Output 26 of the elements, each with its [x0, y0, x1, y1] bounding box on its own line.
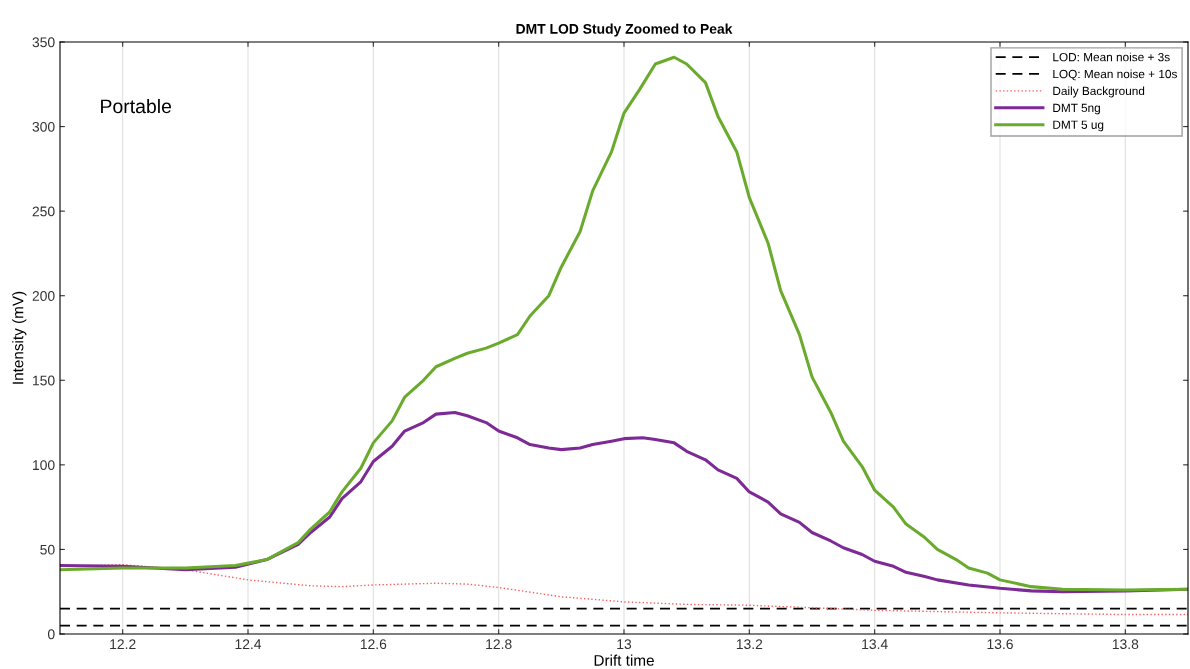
y-tick-label: 150: [33, 375, 55, 386]
y-tick-label: 50: [40, 544, 55, 555]
x-tick-label: 13.4: [862, 639, 888, 650]
y-tick-label: 200: [32, 291, 55, 301]
x-tick-label: 12.8: [486, 639, 512, 650]
legend-label: DMT 5 ug: [1053, 120, 1104, 132]
y-axis-title: Intensity (mV): [12, 291, 27, 384]
x-tick-label: 12.2: [110, 639, 136, 649]
x-axis-title: Drift time: [594, 654, 654, 666]
y-tick-label: 100: [33, 460, 55, 471]
y-tick-label: 0: [47, 629, 55, 640]
legend-label: LOQ: Mean noise + 10s: [1053, 69, 1177, 81]
legend-label: LOD: Mean noise + 3s: [1053, 52, 1170, 62]
x-tick-label: 12.4: [235, 639, 262, 649]
x-tick-label: 13.8: [1112, 639, 1139, 650]
x-tick-label: 13: [617, 639, 632, 650]
y-tick-label: 250: [32, 206, 55, 217]
y-tick-label: 300: [32, 121, 55, 132]
legend-label: Daily Background: [1053, 86, 1145, 98]
x-tick-label: 13.2: [736, 639, 763, 650]
x-tick-label: 13.6: [987, 639, 1013, 650]
legend-label: DMT 5ng: [1053, 103, 1100, 115]
y-tick-label: 350: [32, 37, 55, 48]
x-tick-label: 12.6: [360, 639, 387, 650]
annotation: Portable: [101, 98, 172, 114]
chart-title: DMT LOD Study Zoomed to Peak: [516, 23, 733, 37]
